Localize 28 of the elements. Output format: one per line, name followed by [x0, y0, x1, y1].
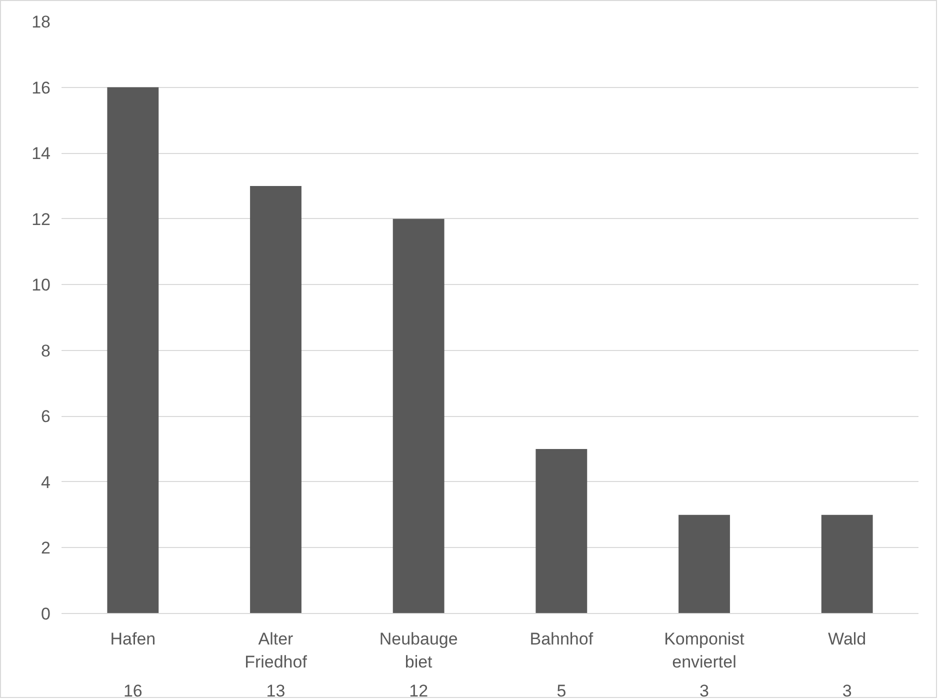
bar [392, 218, 444, 614]
x-tick-label: Alter Friedhof [244, 630, 308, 672]
y-tick-label: 12 [32, 210, 51, 229]
data-label: 3 [700, 682, 709, 700]
y-tick-label: 2 [41, 538, 51, 558]
y-tick-label: 0 [41, 604, 51, 624]
bar [821, 514, 873, 614]
data-label: 12 [409, 682, 428, 700]
y-tick-label: 8 [41, 341, 51, 360]
y-tick-label: 6 [41, 407, 51, 426]
y-tick-label: 16 [32, 78, 51, 98]
y-tick-label: 10 [32, 276, 51, 295]
bar [536, 449, 588, 614]
data-label: 13 [266, 682, 286, 700]
bar [678, 514, 730, 614]
x-tick-label: Neubauge biet [379, 630, 458, 672]
y-tick-label: 4 [41, 472, 51, 492]
y-tick-label: 14 [32, 144, 51, 164]
data-label: 5 [556, 682, 566, 700]
bar [250, 186, 302, 614]
x-tick-label: Komponist enviertel [664, 630, 745, 672]
y-tick-label: 18 [32, 12, 51, 32]
data-label: 16 [123, 682, 142, 700]
x-tick-label: Hafen [110, 630, 156, 648]
x-tick-label: Wald [828, 630, 866, 648]
x-tick-label: Bahnhof [530, 630, 594, 648]
data-label: 3 [842, 682, 852, 700]
bar [107, 87, 159, 614]
